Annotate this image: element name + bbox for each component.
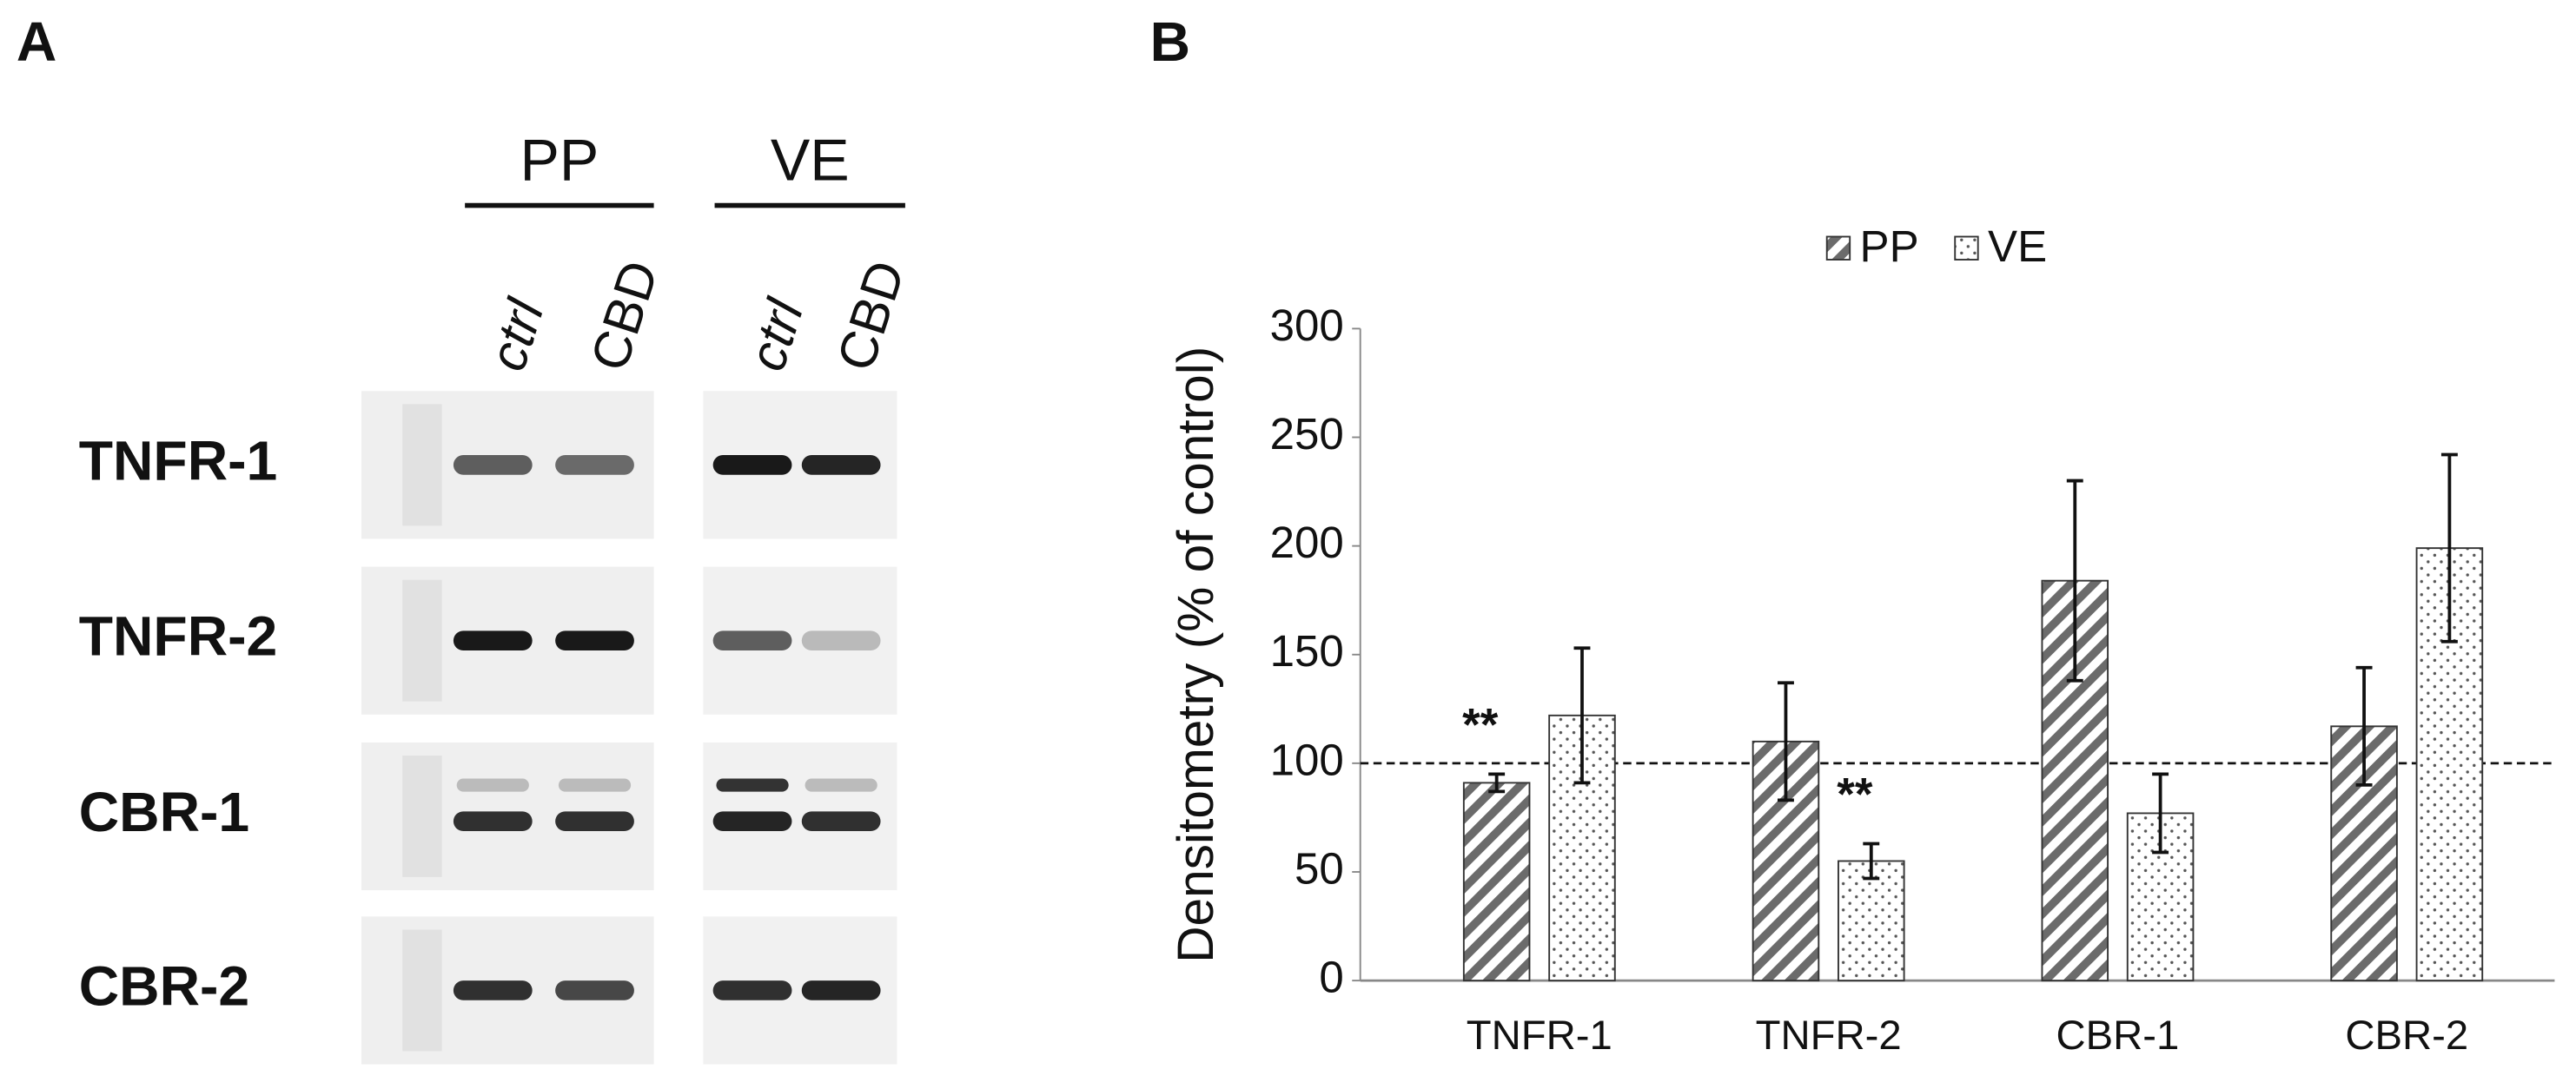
y-tick-label: 300	[1270, 300, 1344, 350]
bar	[1838, 860, 1905, 982]
group-label: PP	[520, 127, 599, 193]
panel-label: A	[17, 10, 56, 73]
marker-lane	[402, 579, 442, 702]
blot-band	[801, 630, 881, 651]
blot-band	[453, 811, 533, 832]
blot-band	[453, 455, 533, 475]
row-label: TNFR-1	[79, 429, 278, 492]
blot-band	[555, 980, 634, 1000]
blot-band	[555, 630, 634, 651]
lane-label: ctrl	[737, 291, 815, 377]
blot-band	[716, 778, 789, 792]
blot-band	[805, 778, 877, 792]
blot-band	[453, 980, 533, 1000]
x-tick-label: CBR-1	[2056, 1013, 2180, 1059]
x-tick-label: TNFR-1	[1467, 1013, 1612, 1059]
blot-band	[456, 778, 529, 792]
blot-band	[555, 455, 634, 475]
y-axis-title: Densitometry (% of control)	[1168, 347, 1224, 963]
y-tick-label: 250	[1270, 409, 1344, 459]
marker-lane	[402, 404, 442, 526]
row-label: CBR-2	[79, 954, 249, 1017]
x-tick-label: TNFR-2	[1756, 1013, 1902, 1059]
lane-label: CBD	[825, 254, 916, 378]
y-tick-label: 200	[1270, 518, 1344, 567]
blot-band	[801, 455, 881, 475]
blot-band	[555, 811, 634, 832]
blot-band	[712, 455, 792, 475]
legend-label: VE	[1988, 221, 2047, 271]
marker-lane	[402, 756, 442, 877]
blot-band	[712, 630, 792, 651]
blot-band	[453, 630, 533, 651]
marker-lane	[402, 929, 442, 1052]
y-tick-label: 150	[1270, 626, 1344, 676]
bar	[1462, 782, 1531, 982]
y-tick-label: 0	[1319, 953, 1343, 1002]
group-label: VE	[771, 127, 850, 193]
lane-label: ctrl	[477, 291, 555, 377]
legend-label: PP	[1860, 221, 1919, 271]
y-tick-label: 100	[1270, 735, 1344, 784]
blot-band	[801, 980, 881, 1000]
lane-label: CBD	[579, 254, 669, 378]
y-tick-label: 50	[1295, 843, 1344, 893]
panel-label: B	[1150, 10, 1190, 73]
legend-swatch	[1825, 235, 1851, 261]
blot-band	[558, 778, 632, 792]
significance: **	[1462, 699, 1499, 750]
blot-band	[712, 980, 792, 1000]
blot-band	[712, 811, 792, 832]
significance: **	[1837, 769, 1873, 820]
row-label: CBR-1	[79, 781, 249, 843]
blot-band	[801, 811, 881, 832]
legend-swatch	[1954, 235, 1979, 261]
x-tick-label: CBR-2	[2345, 1013, 2468, 1059]
row-label: TNFR-2	[79, 605, 278, 668]
